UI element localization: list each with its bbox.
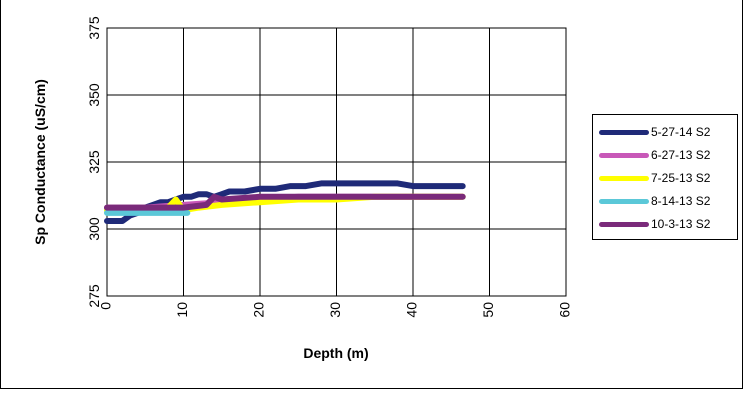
y-tick-label: 350 bbox=[86, 83, 102, 107]
legend-item: 10-3-13 S2 bbox=[599, 215, 710, 233]
y-tick-label: 325 bbox=[86, 150, 102, 174]
legend-item: 8-14-13 S2 bbox=[599, 192, 710, 210]
x-tick-label: 40 bbox=[404, 302, 420, 318]
gridlines bbox=[107, 28, 566, 296]
legend-item: 5-27-14 S2 bbox=[599, 123, 710, 141]
legend-item: 6-27-13 S2 bbox=[599, 146, 710, 164]
legend-swatch bbox=[599, 129, 649, 135]
tick-labels: 0 10 20 30 40 50 60 275 300 325 350 375 bbox=[86, 16, 573, 317]
x-tick-label: 10 bbox=[174, 302, 190, 318]
y-axis-title: Sp Conductance (uS/cm) bbox=[32, 79, 48, 245]
y-tick-label: 375 bbox=[86, 16, 102, 40]
x-tick-label: 0 bbox=[98, 302, 114, 310]
legend-label: 8-14-13 S2 bbox=[651, 194, 711, 208]
series-line-4 bbox=[104, 193, 466, 211]
y-tick-label: 275 bbox=[86, 284, 102, 308]
y-tick-label: 300 bbox=[86, 217, 102, 241]
x-axis-title: Depth (m) bbox=[303, 345, 368, 361]
series-lines bbox=[104, 180, 466, 224]
x-tick-label: 20 bbox=[251, 302, 267, 318]
legend-swatch bbox=[599, 221, 649, 227]
legend-item: 7-25-13 S2 bbox=[599, 169, 710, 187]
legend-label: 10-3-13 S2 bbox=[651, 217, 711, 231]
legend-swatch bbox=[599, 175, 649, 181]
legend-swatch bbox=[599, 152, 649, 158]
legend-label: 5-27-14 S2 bbox=[651, 125, 711, 139]
x-tick-label: 50 bbox=[480, 302, 496, 318]
legend-label: 6-27-13 S2 bbox=[651, 148, 711, 162]
x-tick-label: 60 bbox=[557, 302, 573, 318]
legend-swatch bbox=[599, 198, 649, 204]
x-tick-label: 30 bbox=[327, 302, 343, 318]
legend-label: 7-25-13 S2 bbox=[651, 171, 711, 185]
legend: 5-27-14 S2 6-27-13 S2 7-25-13 S2 8-14-13 S2… bbox=[592, 114, 738, 240]
